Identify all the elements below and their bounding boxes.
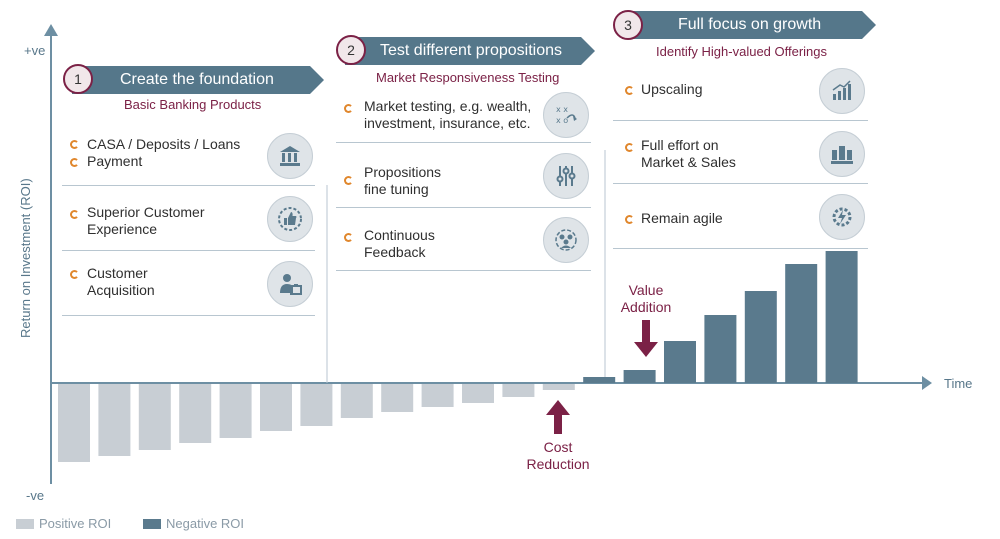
legend-positive-swatch xyxy=(16,519,34,529)
stage-1-item-3: Customer Acquisition xyxy=(62,253,315,316)
stage-3-subtitle: Identify High-valued Offerings xyxy=(656,44,828,59)
legend-negative-label: Negative ROI xyxy=(166,516,245,531)
bar-11 xyxy=(462,384,494,403)
item-text-line: Payment xyxy=(87,153,143,169)
item-text: Superior Customer Experience xyxy=(87,204,205,237)
value-addition-arrow-icon xyxy=(634,320,658,357)
stage-2-subtitle: Market Responsiveness Testing xyxy=(376,70,560,85)
bar-7 xyxy=(300,384,333,426)
svg-text:x o: x o xyxy=(556,116,568,125)
x-axis-arrow-icon xyxy=(922,376,932,390)
x-axis-label: Time xyxy=(944,376,972,391)
bar-12 xyxy=(502,384,535,397)
growth-chart-icon xyxy=(819,68,865,114)
bar-6 xyxy=(260,384,292,431)
bar-4 xyxy=(179,384,212,443)
bullet-icon xyxy=(70,140,79,149)
stage-3-banner: Full focus on growth xyxy=(622,11,876,39)
cost-reduction-arrow-icon xyxy=(546,400,570,434)
legend-negative-swatch xyxy=(143,519,161,529)
bar-19 xyxy=(785,264,818,383)
thumbs-up-badge-icon xyxy=(267,196,313,242)
bullet-icon xyxy=(625,86,634,95)
stage-3-number: 3 xyxy=(613,10,643,40)
item-text: Propositions fine tuning xyxy=(364,164,442,197)
bullet-icon xyxy=(70,270,79,279)
item-text: Remain agile xyxy=(641,210,723,226)
item-text: Customer Acquisition xyxy=(87,265,155,298)
market-sales-icon xyxy=(819,131,865,177)
bar-2 xyxy=(98,384,131,456)
y-bottom-label: -ve xyxy=(26,488,44,503)
stage-3-item-2: Full effort on Market & Sales xyxy=(613,123,868,184)
bar-1 xyxy=(58,384,90,462)
bar-14 xyxy=(583,377,616,383)
bar-3 xyxy=(138,384,171,450)
stage-2-title: Test different propositions xyxy=(380,42,563,59)
bullet-icon xyxy=(344,176,353,185)
stage-2-banner: Test different propositions xyxy=(345,37,595,65)
feedback-group-icon xyxy=(543,217,589,263)
bar-9 xyxy=(381,384,414,412)
bullet-icon xyxy=(344,233,353,242)
stage-3-title: Full focus on growth xyxy=(678,16,822,33)
stage-3-item-1: Upscaling xyxy=(613,64,868,121)
item-text: Full effort on Market & Sales xyxy=(641,137,736,170)
item-text: Upscaling xyxy=(641,81,703,97)
stage-2-item-2: Propositions fine tuning xyxy=(336,145,591,208)
bullet-icon xyxy=(70,210,79,219)
bar-15 xyxy=(623,370,656,383)
bar-10 xyxy=(421,384,454,407)
bar-8 xyxy=(340,384,373,418)
cost-reduction-label: Cost Reduction xyxy=(526,439,590,472)
bullet-icon xyxy=(625,143,634,152)
y-axis-label: Return on Investment (ROI) xyxy=(18,178,33,338)
bank-card-icon xyxy=(267,133,313,179)
stage-2-item-3: Continuous Feedback xyxy=(336,210,591,271)
strategy-board-icon: x x x o xyxy=(543,92,589,138)
y-top-label: +ve xyxy=(24,43,45,58)
stage-2-item-1: Market testing, e.g. wealth, investment,… xyxy=(336,90,591,143)
bar-20 xyxy=(825,251,858,383)
bullet-icon xyxy=(70,158,79,167)
stage-1-title: Create the foundation xyxy=(120,71,274,88)
stage-3-item-3: Remain agile xyxy=(613,186,868,249)
stage-1-item-2: Superior Customer Experience xyxy=(62,188,315,251)
bar-13 xyxy=(542,384,575,390)
item-text: Continuous Feedback xyxy=(364,227,435,260)
value-addition-label: Value Addition xyxy=(620,282,672,315)
bar-16 xyxy=(664,341,696,383)
agile-gear-icon xyxy=(819,194,865,240)
y-axis-arrow-icon xyxy=(44,24,58,36)
bar-18 xyxy=(744,291,777,383)
legend-positive-label: Positive ROI xyxy=(39,516,112,531)
item-text-line: CASA / Deposits / Loans xyxy=(87,136,241,152)
svg-text:x x: x x xyxy=(556,105,568,114)
stage-2-number: 2 xyxy=(336,35,366,65)
bar-17 xyxy=(704,315,737,383)
item-text: Market testing, e.g. wealth, investment,… xyxy=(364,98,532,131)
person-briefcase-icon xyxy=(267,261,313,307)
stage-1-number: 1 xyxy=(63,64,93,94)
bar-5 xyxy=(219,384,252,438)
stage-1-banner: Create the foundation xyxy=(72,66,324,94)
stage-1-subtitle: Basic Banking Products xyxy=(124,97,262,112)
bullet-icon xyxy=(344,104,353,113)
bullet-icon xyxy=(625,215,634,224)
sliders-icon xyxy=(543,153,589,199)
stage-1-item-1: CASA / Deposits / Loans Payment xyxy=(62,125,315,186)
